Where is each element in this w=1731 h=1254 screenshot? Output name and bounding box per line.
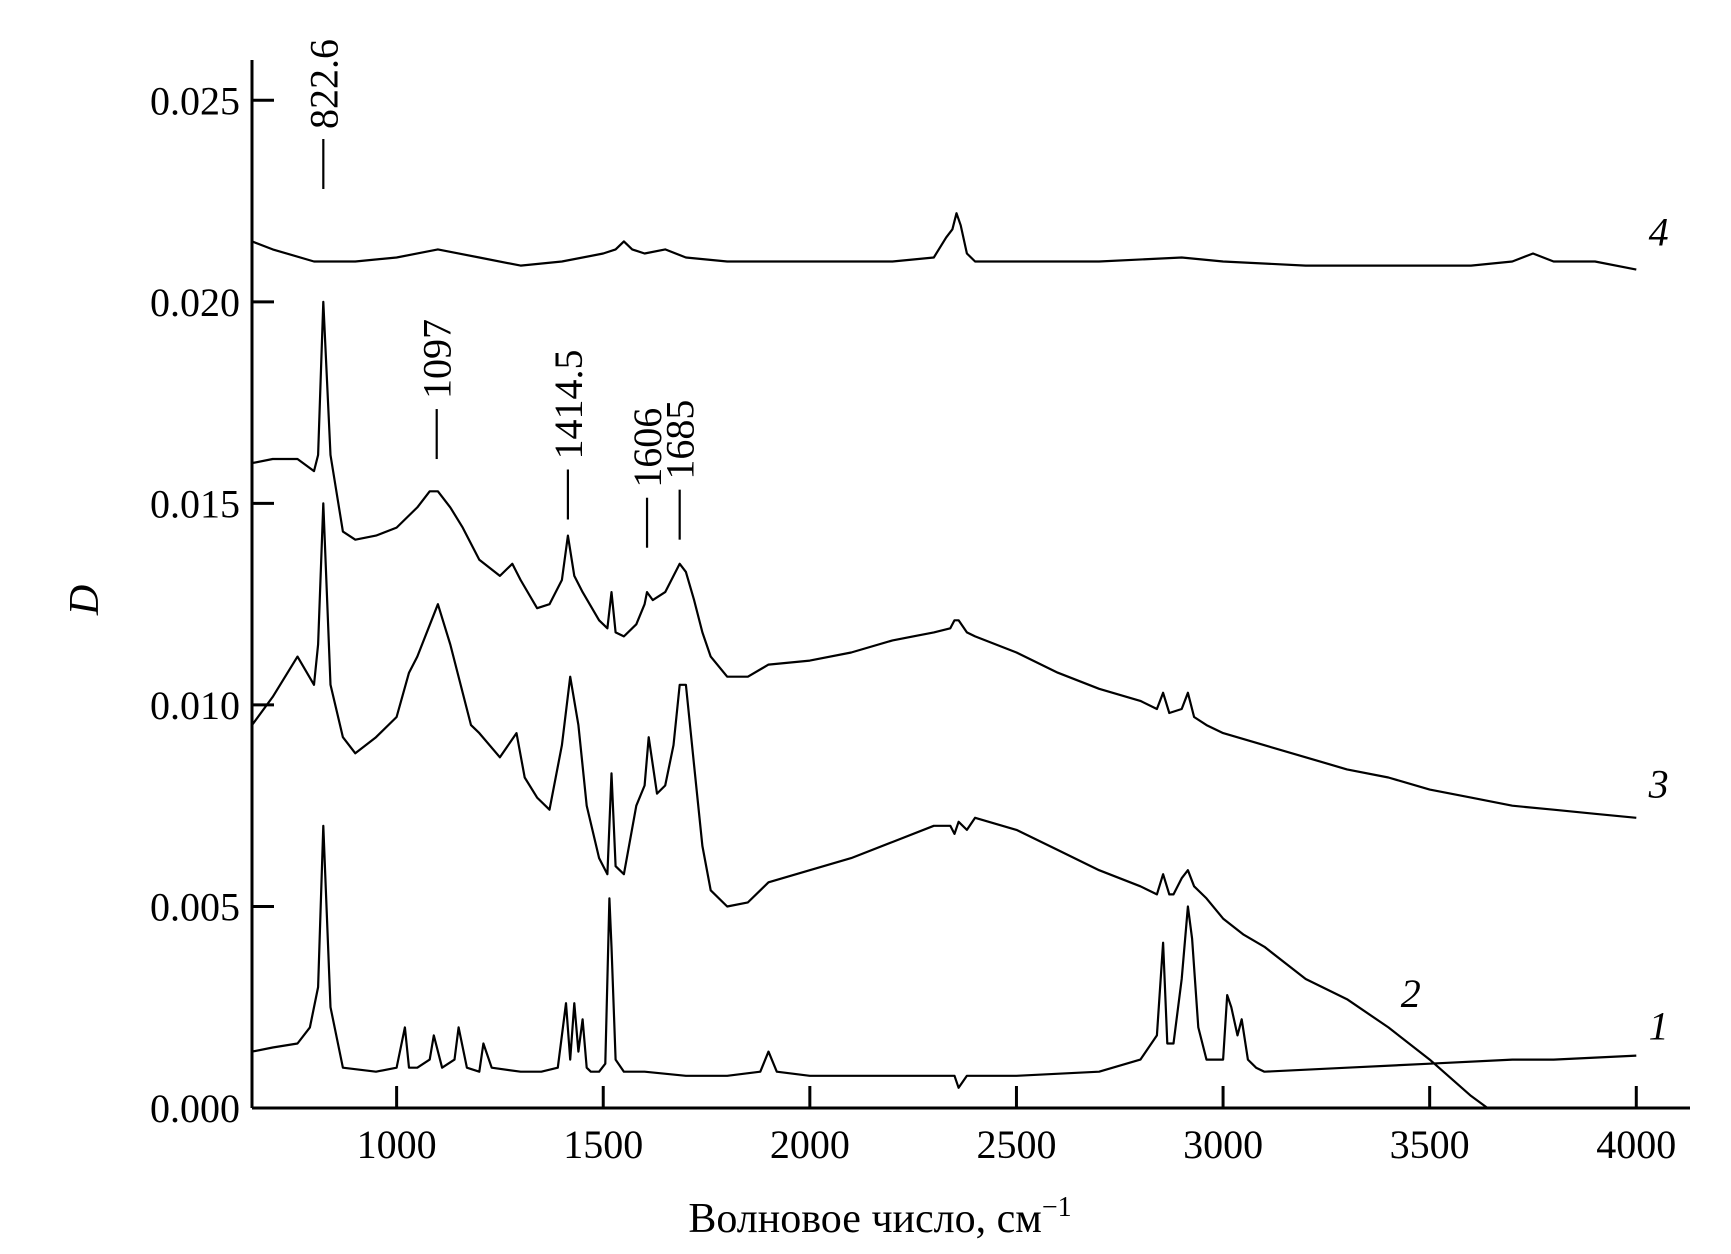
x-tick-label: 2500 — [976, 1122, 1056, 1167]
series-line-1 — [251, 824, 1637, 1089]
series-label-4: 4 — [1649, 209, 1669, 254]
y-tick-label: 0.010 — [150, 683, 240, 728]
series-labels: 1 2 3 4 — [1401, 209, 1669, 1048]
series-label-1: 1 — [1649, 1003, 1669, 1048]
series-line-4 — [251, 212, 1637, 271]
series-label-2: 2 — [1401, 971, 1421, 1016]
y-tick-label: 0.005 — [150, 884, 240, 929]
series-line-2 — [251, 502, 1489, 1109]
x-axis-title: Волновое число, см−1 — [688, 1192, 1071, 1242]
x-tick-label: 2000 — [770, 1122, 850, 1167]
peak-label: 1414.5 — [546, 350, 591, 460]
peak-label: 1097 — [415, 319, 460, 399]
x-tick-label: 1500 — [563, 1122, 643, 1167]
x-axis-title-text: Волновое число, см — [688, 1196, 1042, 1242]
x-tick-label: 3500 — [1390, 1122, 1470, 1167]
series-line-3 — [251, 300, 1637, 819]
peak-label: 822.6 — [301, 39, 346, 129]
x-tick-label: 4000 — [1596, 1122, 1676, 1167]
axes: 0.000 0.005 0.010 0.015 0.020 0.025 1000 1500 20… — [150, 60, 1690, 1167]
y-axis-title: D — [62, 585, 108, 616]
y-tick-label: 0.000 — [150, 1086, 240, 1131]
peak-label: 1606 — [625, 408, 670, 488]
y-tick-label: 0.015 — [150, 481, 240, 526]
series-lines — [251, 212, 1637, 1109]
x-tick-label: 1000 — [357, 1122, 437, 1167]
y-tick-label: 0.020 — [150, 280, 240, 325]
y-tick-label: 0.025 — [150, 78, 240, 123]
x-tick-label: 3000 — [1183, 1122, 1263, 1167]
peak-label: 1685 — [658, 400, 703, 480]
series-label-3: 3 — [1648, 762, 1669, 807]
x-axis-title-superscript: −1 — [1042, 1192, 1072, 1223]
